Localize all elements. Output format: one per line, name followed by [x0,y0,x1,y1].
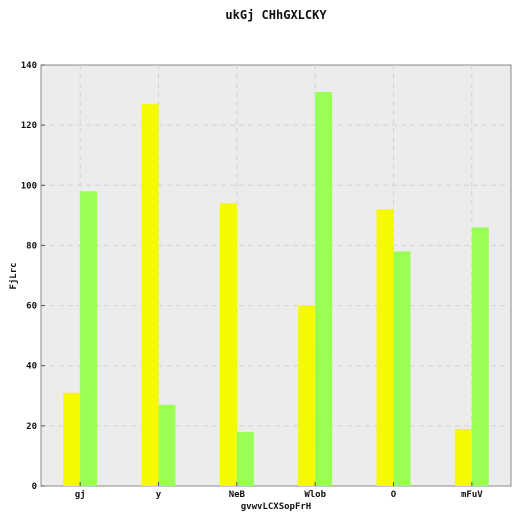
bar-series-2 [236,431,254,486]
bar-series-2 [393,251,411,486]
y-tick-label: 80 [26,241,37,251]
y-axis-ticks: 0 20 40 60 80 100 120 140 [21,61,45,492]
x-tick-label: y [156,490,162,500]
x-tick-label: mFuV [461,490,483,500]
x-axis-label: gvwvLCXSopFrH [241,502,311,512]
bar-series-2 [471,227,489,486]
x-tick-label: O [391,490,397,500]
y-axis-label: FjLrc [8,262,19,289]
x-tick-label: Wlob [304,490,326,500]
bar-series-1 [298,305,316,486]
y-tick-label: 100 [21,181,37,191]
bar-series-1 [141,104,159,486]
y-tick-label: 20 [26,422,37,432]
x-tick-label: gj [75,489,86,500]
bar-series-1 [63,392,81,486]
y-tick-label: 60 [26,302,37,312]
y-tick-label: 40 [26,362,37,372]
bar-series-1 [454,428,472,486]
chart-title: ukGj CHhGXLCKY [225,8,327,22]
bar-series-2 [80,191,98,487]
bar-series-1 [376,209,394,487]
y-tick-label: 0 [32,482,37,492]
x-tick-label: NeB [229,490,246,500]
bar-series-2 [315,92,333,487]
bars [63,92,489,487]
y-tick-label: 140 [21,61,37,71]
bar-series-2 [158,404,176,486]
plot-area [40,64,512,487]
y-tick-label: 120 [21,121,37,131]
bar-series-1 [219,203,237,487]
